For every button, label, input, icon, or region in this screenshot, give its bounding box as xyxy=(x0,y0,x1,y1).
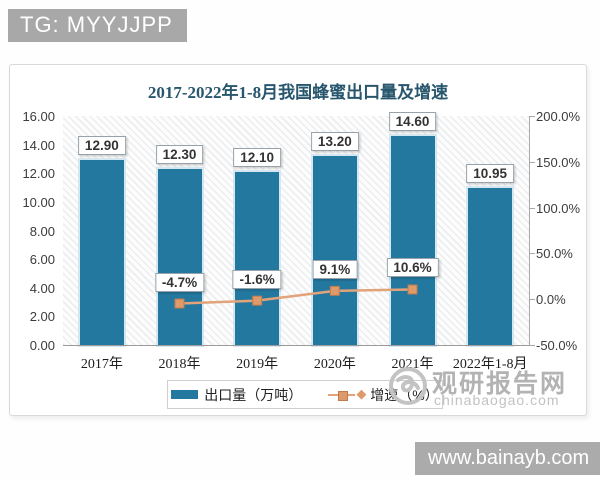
x-axis-category-label: 2020年 xyxy=(313,357,356,372)
bar xyxy=(235,171,280,345)
bar-value-label: 14.60 xyxy=(388,112,437,132)
bar xyxy=(390,136,435,345)
bar xyxy=(79,160,124,345)
line-series-swatch xyxy=(328,389,366,401)
right-axis-tick-mark xyxy=(529,253,535,255)
bar xyxy=(312,156,357,345)
x-axis-category-label: 2019年 xyxy=(236,357,279,372)
growth-marker xyxy=(407,284,418,295)
left-axis-tick: 14.00 xyxy=(22,137,55,153)
right-axis-tick: 0.0% xyxy=(536,292,566,308)
left-axis-tick: 16.00 xyxy=(22,109,55,124)
bar-series-swatch xyxy=(171,390,199,399)
left-axis-tick: 2.00 xyxy=(29,309,55,325)
plot-area: 12.90 12.30 12.10 13.20 14.60 10.95 -4.7% -1.6%… xyxy=(63,112,529,345)
x-axis-line xyxy=(63,345,530,346)
left-axis-tick: 12.00 xyxy=(22,166,55,182)
legend-label-export-volume: 出口量（万吨） xyxy=(204,386,303,403)
chart-title: 2017-2022年1-8月我国蜂蜜出口量及增速 xyxy=(147,83,449,102)
growth-value-label: -4.7% xyxy=(154,272,205,292)
bar-value-label: 12.90 xyxy=(77,136,126,156)
legend-item-growth-rate: 增速（%） xyxy=(328,385,439,405)
right-axis-line xyxy=(529,116,530,346)
left-axis-tick: 0.00 xyxy=(29,338,55,353)
bar-value-label: 13.20 xyxy=(310,132,359,152)
x-axis-category-label: 2022年1-8月 xyxy=(452,357,528,372)
legend-item-export-volume: 出口量（万吨） xyxy=(171,385,302,405)
right-axis-tick: 150.0% xyxy=(536,154,581,170)
growth-line-chart xyxy=(174,284,418,309)
legend-label-growth-rate: 增速（%） xyxy=(370,386,439,403)
growth-value-label: 10.6% xyxy=(386,258,439,278)
top-tag-badge: TG: MYYJJPP xyxy=(8,9,187,42)
bar-value-label: 12.10 xyxy=(233,147,282,167)
x-axis-labels: 2017年 2018年 2019年 2020年 2021年 2022年1-8月 xyxy=(63,353,529,372)
bottom-url-badge: www.bainayb.com xyxy=(415,442,600,475)
right-axis-tick-mark xyxy=(529,299,535,301)
growth-line xyxy=(179,288,413,305)
right-axis-tick-mark xyxy=(529,207,535,209)
x-axis-category-label: 2017年 xyxy=(80,357,123,372)
left-axis-tick: 6.00 xyxy=(29,252,55,268)
right-axis-tick: 50.0% xyxy=(536,246,573,262)
bar-value-label: 12.30 xyxy=(155,144,204,164)
x-axis-category-label: 2021年 xyxy=(391,357,434,372)
line-swatch-diamond xyxy=(356,389,366,400)
right-axis-tick: 100.0% xyxy=(536,200,581,216)
growth-value-label: -1.6% xyxy=(232,269,282,289)
left-axis: 16.00 14.00 12.00 10.00 8.00 6.00 4.00 2.00 0.00 xyxy=(10,109,57,353)
growth-value-label: 9.1% xyxy=(312,259,358,279)
left-axis-tick: 8.00 xyxy=(29,223,55,239)
line-swatch-marker xyxy=(338,390,349,401)
x-axis-category-label: 2018年 xyxy=(158,357,201,372)
right-axis-tick-mark xyxy=(529,161,535,163)
growth-marker xyxy=(252,295,263,306)
growth-marker xyxy=(174,298,185,309)
right-axis: 200.0% 150.0% 100.0% 50.0% 0.0% -50.0% xyxy=(536,109,586,353)
bar xyxy=(157,168,202,345)
growth-marker xyxy=(329,285,340,296)
left-axis-tick: 4.00 xyxy=(29,280,55,296)
right-axis-tick-mark xyxy=(529,116,535,117)
bar-value-label: 10.95 xyxy=(466,164,515,184)
right-axis-tick: -50.0% xyxy=(536,338,578,353)
right-axis-tick: 200.0% xyxy=(536,109,581,124)
bar xyxy=(468,188,513,345)
chart-legend: 出口量（万吨） 增速（%） xyxy=(167,380,443,409)
right-axis-tick-mark xyxy=(529,345,535,346)
left-axis-tick: 10.00 xyxy=(22,194,55,210)
chart-card: 2017-2022年1-8月我国蜂蜜出口量及增速 12.90 12.30 12.10… xyxy=(9,64,587,416)
